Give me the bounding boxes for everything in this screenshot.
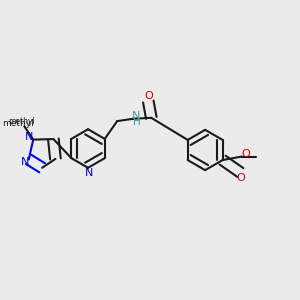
Text: H: H bbox=[133, 117, 140, 127]
Text: N: N bbox=[21, 157, 29, 167]
Text: O: O bbox=[236, 173, 245, 183]
Text: O: O bbox=[241, 148, 250, 159]
Text: N: N bbox=[85, 168, 93, 178]
Text: O: O bbox=[144, 91, 153, 101]
Text: methyl: methyl bbox=[9, 117, 35, 126]
Text: methyl: methyl bbox=[2, 119, 34, 128]
Text: N: N bbox=[25, 132, 33, 142]
Text: N: N bbox=[132, 111, 141, 121]
